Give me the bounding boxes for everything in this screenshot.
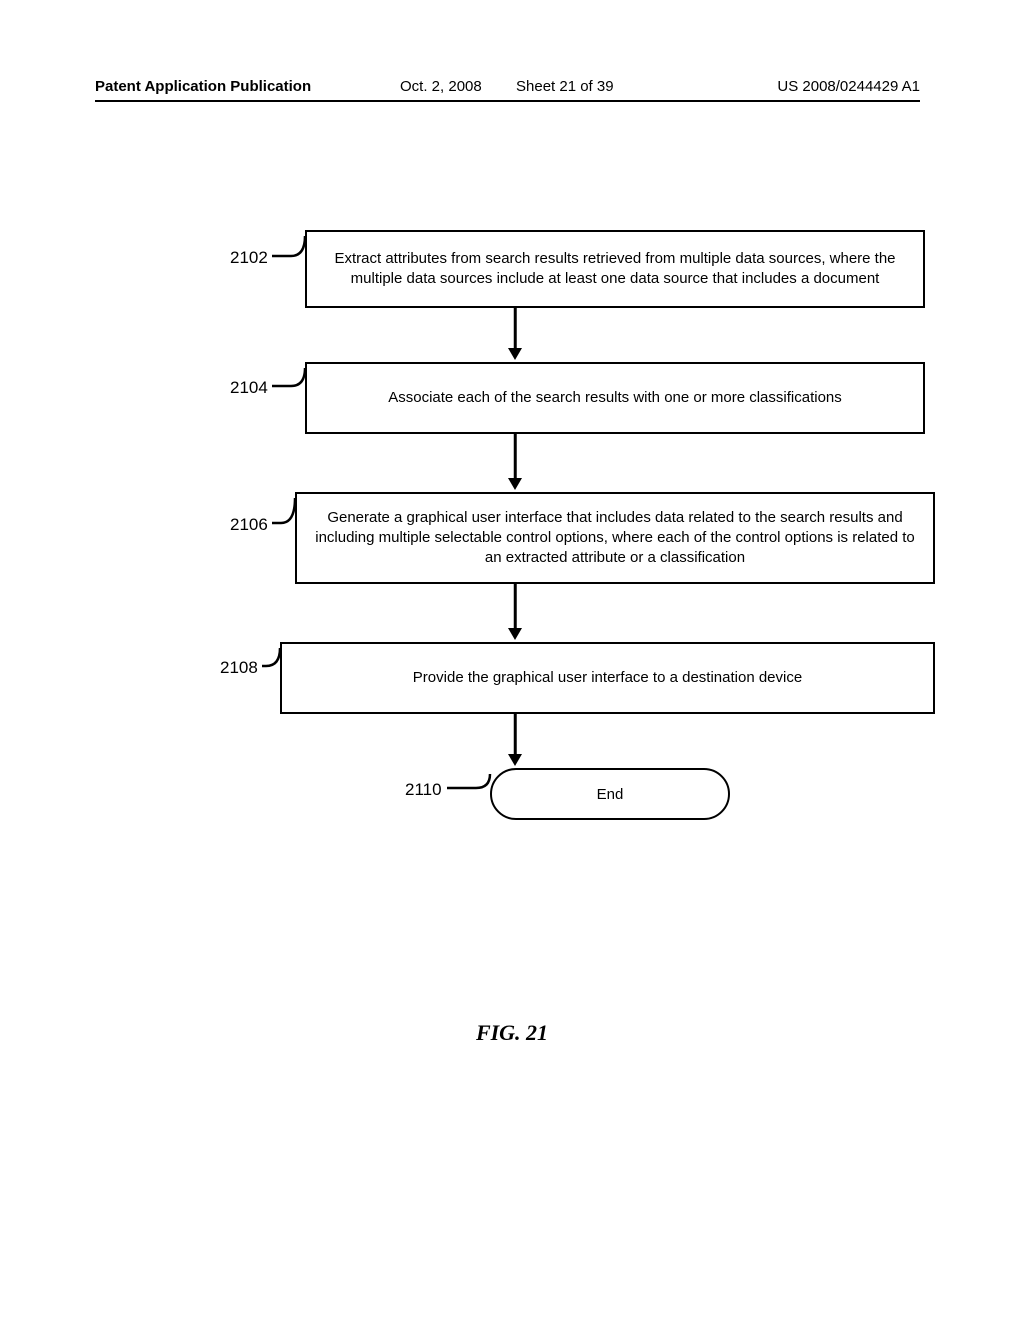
- figure-caption: FIG. 21: [0, 1020, 1024, 1046]
- flow-ref-hook-2104: [272, 362, 325, 400]
- page: Patent Application Publication Oct. 2, 2…: [0, 0, 1024, 1320]
- header-date: Oct. 2, 2008: [400, 78, 482, 95]
- flow-edge-n3-n4: [514, 584, 517, 630]
- flow-node-n5: End: [490, 768, 730, 820]
- flow-arrowhead-n3-n4: [508, 628, 522, 640]
- flow-ref-2102: 2102: [230, 248, 268, 268]
- flow-ref-2106: 2106: [230, 515, 268, 535]
- flow-edge-n4-n5: [514, 714, 517, 756]
- flow-ref-2104: 2104: [230, 378, 268, 398]
- flow-arrowhead-n2-n3: [508, 478, 522, 490]
- flow-arrowhead-n1-n2: [508, 348, 522, 360]
- flow-ref-hook-2110: [447, 768, 510, 802]
- header-pubnum: US 2008/0244429 A1: [777, 78, 920, 95]
- header-rule: [95, 100, 920, 102]
- flow-ref-hook-2106: [272, 492, 315, 537]
- flow-node-n2: Associate each of the search results wit…: [305, 362, 925, 434]
- flow-ref-hook-2102: [272, 230, 325, 270]
- flow-edge-n1-n2: [514, 308, 517, 350]
- flow-ref-2110: 2110: [405, 780, 442, 800]
- header-sheet: Sheet 21 of 39: [516, 78, 614, 95]
- flow-node-n1: Extract attributes from search results r…: [305, 230, 925, 308]
- header-publication-label: Patent Application Publication: [95, 78, 311, 95]
- flow-arrowhead-n4-n5: [508, 754, 522, 766]
- flow-ref-2108: 2108: [220, 658, 258, 678]
- flow-edge-n2-n3: [514, 434, 517, 480]
- flow-ref-hook-2108: [262, 642, 302, 680]
- flow-node-n4: Provide the graphical user interface to …: [280, 642, 935, 714]
- flow-node-n3: Generate a graphical user interface that…: [295, 492, 935, 584]
